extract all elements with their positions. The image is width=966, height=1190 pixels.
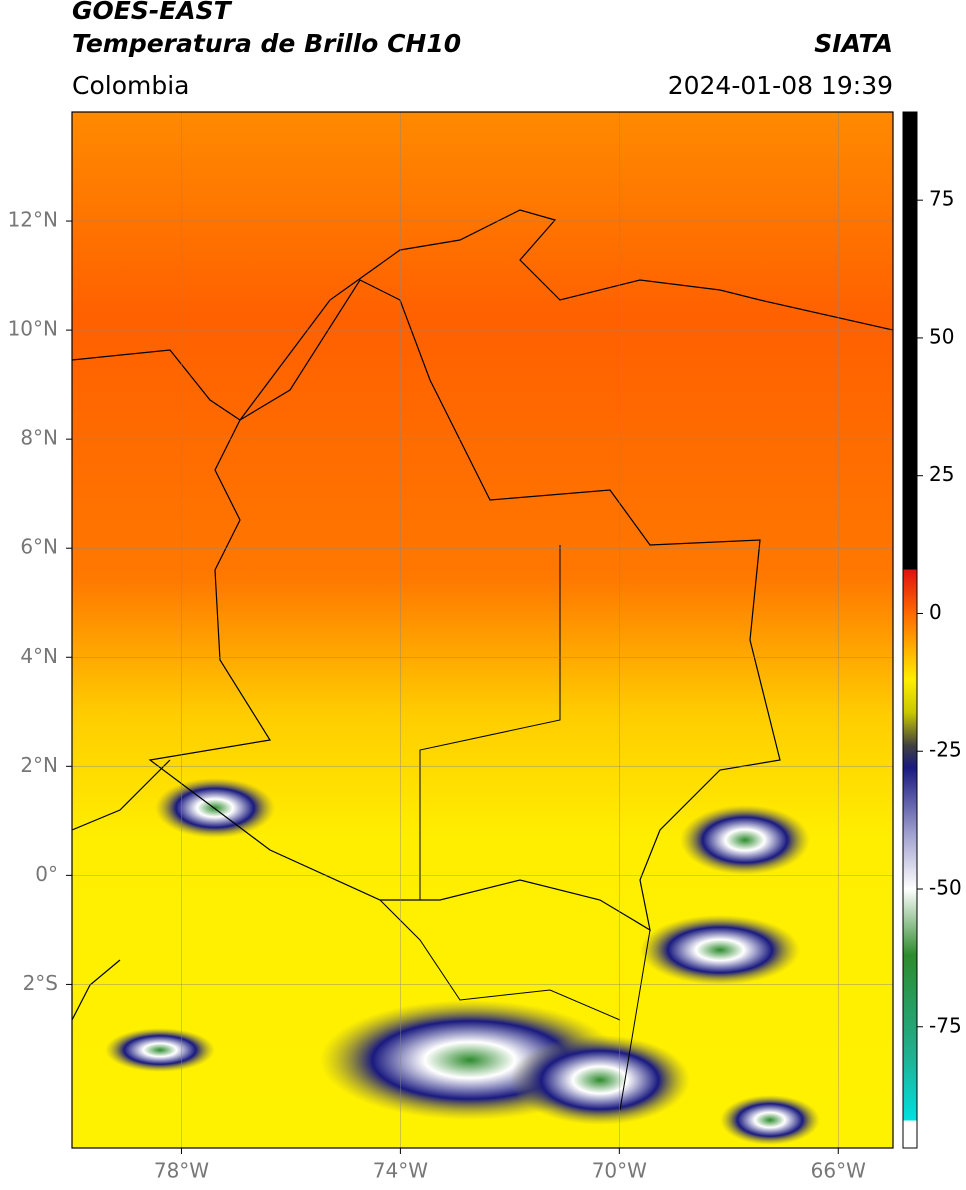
grid [72,112,893,1148]
lat-tick-label: 12°N [8,208,58,232]
lon-tick-label: 66°W [811,1159,866,1183]
lat-tick-label: 2°S [23,971,58,995]
lat-tick-label: 2°N [20,753,58,777]
colorbar-tick-label: 75 [929,187,954,211]
cloud [680,805,810,875]
datetime: 2024-01-08 19:39 [668,71,893,100]
border [379,545,651,1111]
map-background [72,112,893,1148]
cloud [155,778,275,838]
colorbar-tick-label: -25 [929,738,962,762]
border [148,279,781,932]
region: Colombia [72,71,189,100]
cloud [720,1095,820,1145]
colorbar-tick-label: -50 [929,876,962,900]
colorbar-tick-label: 50 [929,324,954,348]
colorbar-tick-label: -75 [929,1013,962,1037]
colorbar-tick-label: 0 [929,600,942,624]
subtitle: Temperatura de Brillo CH10 [72,29,461,58]
cloud [640,915,800,985]
map-image [72,112,893,1148]
lon-tick-label: 74°W [373,1159,428,1183]
lat-tick-label: 8°N [20,426,58,450]
coastline [72,209,893,1021]
lat-tick-label: 10°N [8,317,58,341]
cloud [510,1035,690,1125]
lat-tick-label: 4°N [20,644,58,668]
map-frame [71,111,894,1149]
title: GOES-EAST [72,0,233,25]
cloud [105,1028,215,1072]
lat-tick-label: 0° [35,862,58,886]
lat-tick-label: 6°N [20,535,58,559]
source: SIATA [814,29,893,58]
colorbar-tick-label: 25 [929,462,954,486]
lon-tick-label: 78°W [154,1159,209,1183]
lon-tick-label: 70°W [592,1159,647,1183]
colorbar [902,111,918,1149]
